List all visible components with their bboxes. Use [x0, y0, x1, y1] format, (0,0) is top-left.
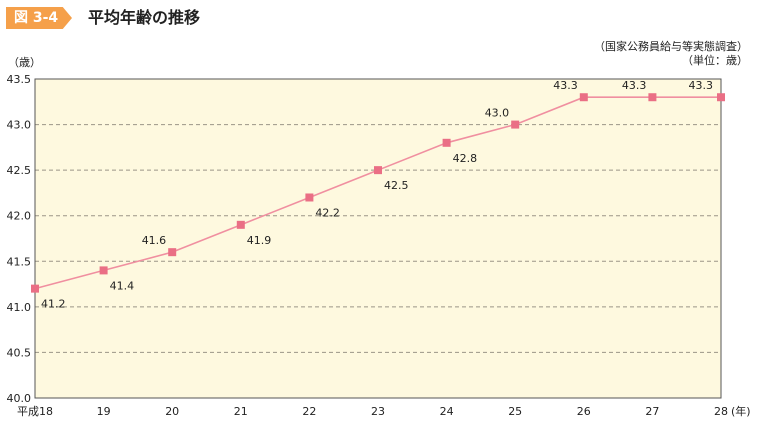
data-point	[236, 220, 245, 229]
source-note-block: （国家公務員給与等実態調査） （単位：歳）	[594, 40, 748, 68]
data-point	[442, 138, 451, 147]
figure-number-badge: 図 3-4	[6, 7, 72, 29]
y-tick-label: 42.5	[7, 164, 32, 177]
source-note: （国家公務員給与等実態調査）	[594, 40, 748, 53]
data-label: 41.9	[247, 234, 271, 247]
x-tick-label: 28	[714, 405, 728, 418]
plot-frame	[34, 78, 722, 399]
y-tick-label: 43.0	[7, 119, 32, 132]
x-tick-label: 22	[302, 405, 316, 418]
data-point	[511, 120, 520, 129]
data-point	[648, 93, 657, 102]
data-label: 41.4	[110, 279, 135, 292]
data-point	[168, 248, 177, 257]
chart-title: 平均年齢の推移	[88, 8, 201, 27]
y-tick-label: 41.5	[7, 255, 32, 268]
data-label: 42.5	[384, 179, 409, 192]
x-tick-label: 平成18	[17, 405, 53, 418]
data-label: 41.2	[41, 298, 66, 311]
x-tick-label: 19	[97, 405, 111, 418]
unit-note: （単位：歳）	[682, 54, 748, 67]
data-point	[717, 93, 725, 102]
y-tick-label: 42.0	[7, 210, 32, 223]
y-tick-label: 41.0	[7, 301, 32, 314]
x-tick-label: 21	[234, 405, 248, 418]
x-tick-label: 23	[371, 405, 385, 418]
y-axis-unit-label: （歳）	[8, 56, 41, 69]
x-tick-label: 25	[508, 405, 522, 418]
y-tick-label: 43.5	[7, 73, 32, 86]
data-point	[99, 266, 108, 275]
data-point	[305, 193, 314, 202]
data-label: 43.0	[485, 107, 510, 120]
plot-area	[35, 79, 721, 398]
x-tick-label: 20	[165, 405, 179, 418]
x-tick-label: 24	[440, 405, 454, 418]
data-label: 41.6	[142, 234, 167, 247]
data-point	[579, 93, 588, 102]
y-tick-label: 40.0	[7, 392, 32, 405]
data-label: 42.2	[315, 206, 340, 219]
x-tick-label: 26	[577, 405, 591, 418]
x-axis-unit-label: (年)	[731, 404, 751, 418]
x-tick-label: 27	[645, 405, 659, 418]
y-tick-label: 40.5	[7, 346, 32, 359]
data-point	[31, 284, 39, 293]
data-label: 43.3	[689, 79, 714, 92]
data-point	[374, 166, 382, 175]
data-label: 43.3	[622, 79, 647, 92]
data-label: 42.8	[453, 152, 478, 165]
data-label: 43.3	[553, 79, 578, 92]
